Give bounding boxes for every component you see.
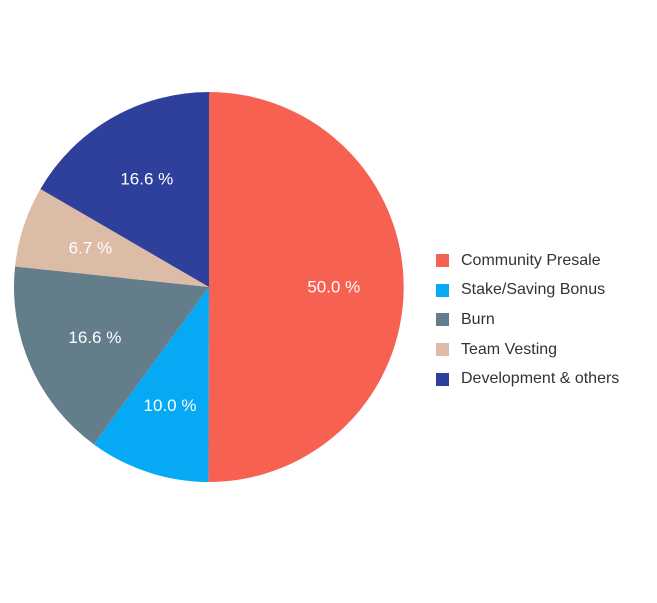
pie-slice bbox=[15, 188, 209, 287]
legend-label: Stake/Saving Bonus bbox=[461, 281, 606, 299]
pie-slices bbox=[13, 92, 404, 483]
slice-value-label: 16.6 % bbox=[120, 169, 173, 188]
pie-labels: 50.0 % 10.0 % 16.6 % 6.7 % 16.6 % bbox=[68, 169, 360, 415]
slice-value-label: 16.6 % bbox=[68, 328, 121, 347]
legend-swatch bbox=[436, 254, 449, 268]
legend-swatch bbox=[436, 372, 449, 386]
legend-item: Community Presale bbox=[436, 246, 619, 276]
legend-swatch bbox=[436, 283, 449, 297]
legend-label: Burn bbox=[461, 310, 495, 328]
slice-value-label: 10.0 % bbox=[144, 396, 197, 415]
slice-value-label: 50.0 % bbox=[307, 278, 360, 297]
legend-label: Community Presale bbox=[461, 251, 601, 269]
pie-slice bbox=[13, 266, 209, 445]
legend-label: Team Vesting bbox=[461, 340, 558, 358]
pie-slice bbox=[208, 92, 404, 483]
legend-item: Team Vesting bbox=[436, 335, 619, 365]
legend-label: Development & others bbox=[461, 370, 620, 388]
pie-slice bbox=[93, 287, 209, 482]
legend: Community Presale Stake/Saving Bonus Burn T… bbox=[436, 246, 619, 394]
legend-item: Burn bbox=[436, 305, 619, 335]
slice-value-label: 6.7 % bbox=[69, 239, 112, 258]
legend-swatch bbox=[436, 313, 449, 327]
legend-item: Development & others bbox=[436, 364, 619, 394]
legend-swatch bbox=[436, 343, 449, 357]
pie-slice bbox=[40, 92, 210, 287]
legend-item: Stake/Saving Bonus bbox=[436, 276, 619, 306]
